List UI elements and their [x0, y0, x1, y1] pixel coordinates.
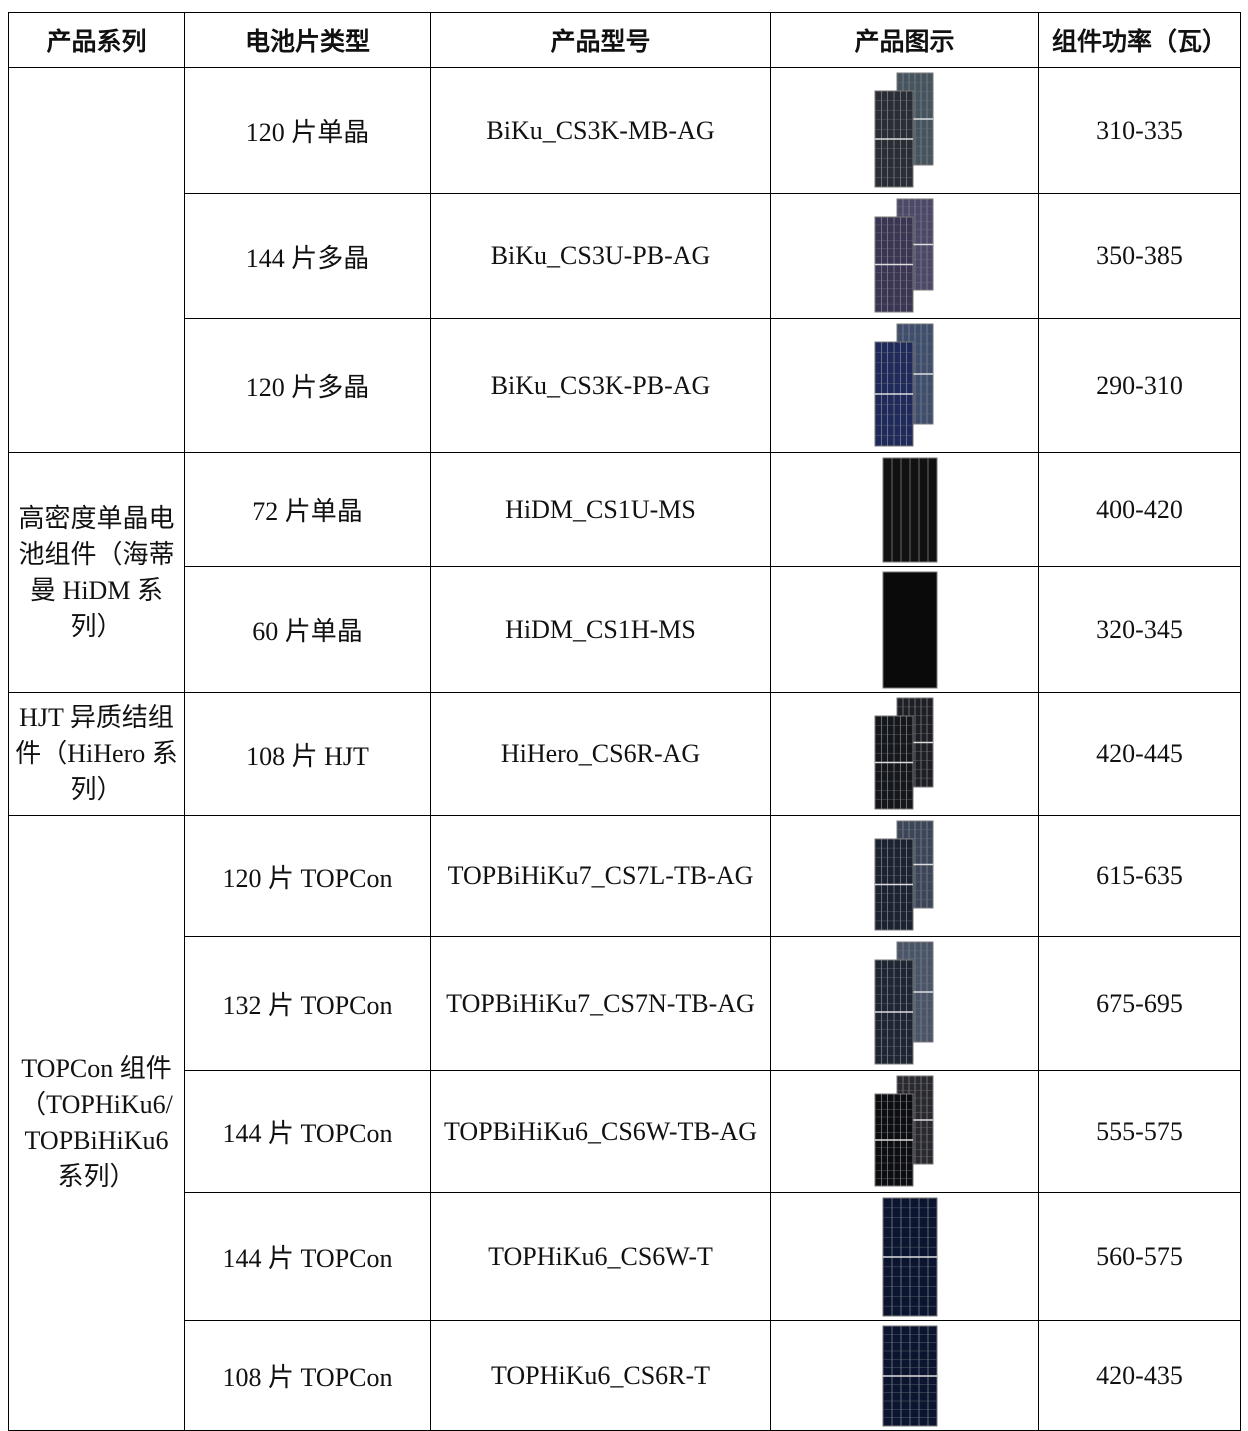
series-cell: 高密度单晶电池组件（海蒂曼 HiDM 系列） — [8, 452, 185, 693]
table-row: HJT 异质结组件（HiHero 系列） 108 片 HJT HiHero_CS6R… — [8, 692, 1241, 816]
cell-type: 120 片多晶 — [184, 318, 431, 453]
cell-type: 144 片多晶 — [184, 193, 431, 319]
model: TOPBiHiKu6_CS6W-TB-AG — [430, 1070, 771, 1193]
image-cell — [770, 692, 1039, 816]
power: 400-420 — [1038, 452, 1241, 567]
solar-panel — [882, 1325, 937, 1426]
cell-type: 144 片 TOPCon — [184, 1192, 431, 1321]
image-cell — [770, 318, 1039, 453]
cell-type: 108 片 TOPCon — [184, 1320, 431, 1431]
product-image — [874, 697, 933, 809]
table-row: TOPCon 组件（TOPHiKu6/ TOPBiHiKu6 系列） 120 片 … — [8, 815, 1241, 1431]
power: 420-435 — [1038, 1320, 1241, 1431]
product-image — [874, 72, 933, 187]
cell-type: 120 片单晶 — [184, 67, 431, 194]
table-row: 高密度单晶电池组件（海蒂曼 HiDM 系列） 72 片单晶 HiDM_CS1U-MS… — [8, 452, 1241, 693]
table-row: 144 片 TOPCon TOPBiHiKu6_CS6W-TB-AG 555-575 — [9, 1070, 1241, 1193]
product-image — [874, 820, 933, 930]
image-cell — [770, 936, 1039, 1071]
solar-panel — [874, 1093, 913, 1186]
panel-body — [882, 571, 937, 688]
table-row: 144 片 TOPCon TOPHiKu6_CS6W-T 560-575 — [9, 1192, 1241, 1321]
power: 675-695 — [1038, 936, 1241, 1071]
product-image — [882, 571, 937, 688]
image-cell — [770, 193, 1039, 319]
cell-type: 72 片单晶 — [184, 452, 431, 567]
cell-type: 132 片 TOPCon — [184, 936, 431, 1071]
image-cell — [770, 1320, 1039, 1431]
power: 615-635 — [1038, 815, 1241, 937]
model: TOPBiHiKu7_CS7L-TB-AG — [430, 815, 771, 937]
header-cell: 电池片类型 — [184, 12, 431, 68]
model: BiKu_CS3U-PB-AG — [430, 193, 771, 319]
table-body: 120 片单晶 BiKu_CS3K-MB-AG 310-335 144 片多晶 BiKu… — [8, 67, 1241, 1431]
model: TOPHiKu6_CS6R-T — [430, 1320, 771, 1431]
power: 420-445 — [1038, 692, 1241, 816]
model: TOPHiKu6_CS6W-T — [430, 1192, 771, 1321]
table-row: 60 片单晶 HiDM_CS1H-MS 320-345 — [9, 566, 1241, 693]
model: TOPBiHiKu7_CS7N-TB-AG — [430, 936, 771, 1071]
header-cell: 产品图示 — [770, 12, 1039, 68]
solar-panel — [874, 959, 913, 1064]
cell-type: 144 片 TOPCon — [184, 1070, 431, 1193]
series-cell: HJT 异质结组件（HiHero 系列） — [8, 692, 185, 816]
image-cell — [770, 566, 1039, 693]
product-image — [882, 1325, 937, 1426]
image-cell — [770, 452, 1039, 567]
image-cell — [770, 815, 1039, 937]
solar-panel — [882, 457, 937, 562]
solar-panel — [882, 571, 937, 688]
power: 560-575 — [1038, 1192, 1241, 1321]
table-row: 120 片多晶 BiKu_CS3K-PB-AG 290-310 — [9, 318, 1241, 453]
cell-type: 108 片 HJT — [184, 692, 431, 816]
product-table: 产品系列 电池片类型 产品型号 产品图示 组件功率（瓦） 120 片单晶 BiKu_CS3… — [8, 12, 1241, 1431]
image-cell — [770, 1192, 1039, 1321]
product-image — [882, 457, 937, 562]
product-image — [874, 1075, 933, 1186]
model: BiKu_CS3K-PB-AG — [430, 318, 771, 453]
power: 290-310 — [1038, 318, 1241, 453]
header-cell: 组件功率（瓦） — [1038, 12, 1241, 68]
solar-panel — [874, 90, 913, 187]
cell-type: 120 片 TOPCon — [184, 815, 431, 937]
solar-panel — [874, 216, 913, 312]
solar-panel — [874, 341, 913, 446]
header-row: 产品系列 电池片类型 产品型号 产品图示 组件功率（瓦） — [8, 12, 1241, 68]
image-cell — [770, 1070, 1039, 1193]
series-cell — [8, 67, 185, 453]
table-row: 108 片 TOPCon TOPHiKu6_CS6R-T 420-435 — [9, 1320, 1241, 1431]
solar-panel — [874, 838, 913, 930]
power: 310-335 — [1038, 67, 1241, 194]
model: BiKu_CS3K-MB-AG — [430, 67, 771, 194]
solar-panel — [882, 1197, 937, 1316]
table-row: 120 片单晶 BiKu_CS3K-MB-AG 310-335 — [8, 67, 1241, 453]
model: HiDM_CS1U-MS — [430, 452, 771, 567]
product-image — [882, 1197, 937, 1316]
product-image — [874, 323, 933, 446]
product-image — [874, 941, 933, 1064]
model: HiDM_CS1H-MS — [430, 566, 771, 693]
power: 320-345 — [1038, 566, 1241, 693]
cell-type: 60 片单晶 — [184, 566, 431, 693]
table-row: 132 片 TOPCon TOPBiHiKu7_CS7N-TB-AG 675-695 — [9, 936, 1241, 1071]
series-cell: TOPCon 组件（TOPHiKu6/ TOPBiHiKu6 系列） — [8, 815, 185, 1431]
solar-panel — [874, 715, 913, 809]
power: 350-385 — [1038, 193, 1241, 319]
header-cell: 产品系列 — [8, 12, 185, 68]
power: 555-575 — [1038, 1070, 1241, 1193]
model: HiHero_CS6R-AG — [430, 692, 771, 816]
table-row: 144 片多晶 BiKu_CS3U-PB-AG 350-385 — [9, 193, 1241, 319]
header-cell: 产品型号 — [430, 12, 771, 68]
image-cell — [770, 67, 1039, 194]
product-image — [874, 198, 933, 312]
